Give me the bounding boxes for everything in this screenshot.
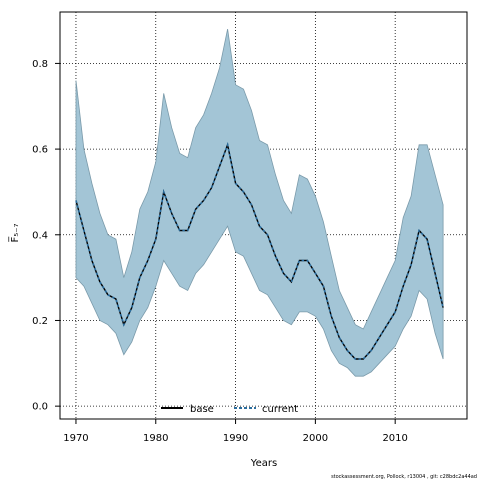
confidence-band-group	[75, 29, 444, 377]
legend-base-label: base	[190, 404, 214, 415]
x-tick-label: 1980	[143, 433, 168, 444]
x-tick-label: 1990	[223, 433, 248, 444]
y-tick-label: 0.8	[32, 59, 48, 70]
series-line-current	[75, 141, 444, 360]
x-axis-title: Years	[250, 458, 277, 469]
footer-caption: stockassessment.org, Pollock, r13004 , g…	[331, 474, 477, 480]
y-axis-title: F̅₅₋₇	[8, 223, 21, 242]
series-lines	[75, 141, 444, 360]
x-tick-label: 2010	[382, 433, 407, 444]
plot-frame	[59, 11, 468, 420]
confidence-band	[75, 29, 444, 377]
x-axis-ticks: 1970 1980 1990 2000 2010	[63, 419, 408, 444]
y-tick-label: 0.6	[32, 145, 48, 156]
y-tick-label: 0.4	[32, 230, 48, 241]
y-tick-label: 0.0	[32, 402, 48, 413]
y-axis-ticks: 0.0 0.2 0.4 0.6 0.8	[32, 59, 60, 413]
legend-current-label: current	[262, 404, 298, 415]
x-tick-label: 2000	[303, 433, 328, 444]
legend: base current	[161, 404, 298, 415]
x-tick-label: 1970	[63, 433, 88, 444]
y-tick-label: 0.2	[32, 316, 48, 327]
